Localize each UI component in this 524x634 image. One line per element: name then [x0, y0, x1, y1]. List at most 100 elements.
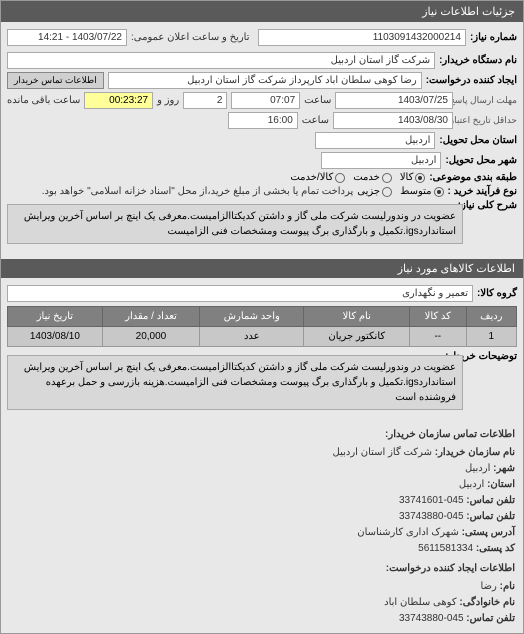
- delivery-deadline-label: حداقل تاریخ اعتبار پیشنهاد: تا تاریخ:: [457, 115, 517, 126]
- contact-line: استان: اردبیل: [9, 477, 515, 493]
- cell-name: کانکتور جریان: [304, 327, 410, 347]
- contact-header: اطلاعات تماس سازمان خریدار:: [9, 427, 515, 443]
- panel-title: جزئیات اطلاعات نیاز: [422, 6, 515, 18]
- state-value: اردبیل: [315, 132, 435, 149]
- announce-date-value: 1403/07/22 - 14:21: [7, 29, 127, 46]
- radio-icon: [382, 187, 392, 197]
- col-unit: واحد شمارش: [200, 307, 304, 327]
- cell-date: 1403/08/10: [8, 327, 103, 347]
- process-note: پرداخت تمام یا بخشی از مبلغ خرید،از محل …: [42, 186, 354, 197]
- requester-value: رضا کوهی سلطان اباد کارپرداز شرکت گاز اس…: [108, 72, 422, 89]
- city-label: شهر محل تحویل:: [445, 155, 517, 166]
- state-label: استان محل تحویل:: [439, 135, 517, 146]
- contact-fax-label: تلفن تماس:: [466, 511, 515, 522]
- contact-line: شهر: اردبیل: [9, 461, 515, 477]
- contact-city: اردبیل: [465, 463, 490, 474]
- contact-phone: 045-33741601: [399, 495, 464, 506]
- deadline-days: 2: [183, 92, 227, 109]
- post-addr: شهرک اداری کارشناسان: [357, 527, 459, 538]
- process-type-label: نوع فرآیند خرید :: [448, 186, 517, 197]
- radio-icon: [382, 173, 392, 183]
- goods-section: گروه کالا: تعمیر و نگهداری ردیف کد کالا …: [1, 278, 523, 421]
- post-code: 5611581334: [418, 543, 473, 554]
- device-name-label: نام دستگاه خریدار:: [439, 55, 517, 66]
- contact-info-button[interactable]: اطلاعات تماس خریدار: [7, 72, 104, 89]
- form-section: شماره نیاز: 1103091432000214 تاریخ و ساع…: [1, 22, 523, 255]
- contact-line: تلفن تماس: 045-33743880: [9, 611, 515, 627]
- creator-phone: 045-33743880: [399, 613, 464, 624]
- cell-unit: عدد: [200, 327, 304, 347]
- deadline-time: 07:07: [231, 92, 300, 109]
- goods-group-label: گروه کالا:: [477, 288, 517, 299]
- col-qty: تعداد / مقدار: [102, 307, 199, 327]
- creator-phone-label: تلفن تماس:: [466, 613, 515, 624]
- category-label: طبقه بندی موضوعی:: [429, 172, 517, 183]
- contact-line: نام خانوادگی: کوهی سلطان اباد: [9, 595, 515, 611]
- goods-group-value: تعمیر و نگهداری: [7, 285, 473, 302]
- col-code: کد کالا: [409, 307, 466, 327]
- deadline-days-label: روز و: [157, 95, 179, 106]
- cell-row: 1: [466, 327, 516, 347]
- category-option-service[interactable]: خدمت: [353, 172, 392, 183]
- deadline-remain-label: ساعت باقی مانده: [7, 95, 80, 106]
- first-name: رضا: [480, 581, 496, 592]
- deadline-time-label: ساعت: [304, 95, 331, 106]
- last-name-label: نام خانوادگی:: [459, 597, 515, 608]
- goods-table: ردیف کد کالا نام کالا واحد شمارش تعداد /…: [7, 306, 517, 347]
- contact-line: کد پستی: 5611581334: [9, 541, 515, 557]
- radio-icon: [335, 173, 345, 183]
- goods-section-header: اطلاعات کالاهای مورد نیاز: [1, 259, 523, 278]
- contact-line: نام: رضا: [9, 579, 515, 595]
- category-option-label: کالا: [400, 172, 414, 183]
- goods-header-title: اطلاعات کالاهای مورد نیاز: [398, 263, 515, 275]
- col-name: نام کالا: [304, 307, 410, 327]
- delivery-deadline-time: 16:00: [228, 112, 298, 129]
- cell-qty: 20,000: [102, 327, 199, 347]
- contact-fax: 045-33743880: [399, 511, 464, 522]
- category-option-goods[interactable]: کالا: [400, 172, 426, 183]
- need-details-panel: جزئیات اطلاعات نیاز شماره نیاز: 11030914…: [0, 0, 524, 634]
- category-radio-group: کالا خدمت کالا/خدمت: [290, 172, 425, 183]
- radio-icon: [434, 187, 444, 197]
- category-option-both[interactable]: کالا/خدمت: [290, 172, 345, 183]
- creator-header: اطلاعات ایجاد کننده درخواست:: [9, 561, 515, 577]
- category-option-label: کالا/خدمت: [290, 172, 333, 183]
- contact-province-label: استان:: [487, 479, 515, 490]
- contact-line: تلفن تماس: 045-33741601: [9, 493, 515, 509]
- contact-province: اردبیل: [459, 479, 484, 490]
- last-name: کوهی سلطان اباد: [384, 597, 456, 608]
- requester-label: ایجاد کننده درخواست:: [426, 75, 517, 86]
- deadline-label: مهلت ارسال پاسخ: تا تاریخ:: [457, 95, 517, 106]
- contact-phone-label: تلفن تماس:: [466, 495, 515, 506]
- radio-icon: [415, 173, 425, 183]
- table-row[interactable]: 1 -- کانکتور جریان عدد 20,000 1403/08/10: [8, 327, 517, 347]
- process-option-label: متوسط: [400, 186, 431, 197]
- buyer-desc-text: عضویت در وندورلیست شرکت ملی گاز و داشتن …: [7, 355, 463, 410]
- buyer-desc-label: توضیحات خریدار:: [467, 351, 517, 362]
- post-code-label: کد پستی:: [476, 543, 515, 554]
- contact-line: تلفن تماس: 045-33743880: [9, 509, 515, 525]
- city-value: اردبیل: [321, 152, 441, 169]
- delivery-deadline-time-label: ساعت: [302, 115, 329, 126]
- request-no-label: شماره نیاز:: [470, 32, 517, 43]
- org-name: شرکت گاز استان اردبیل: [333, 447, 432, 458]
- deadline-remain: 00:23:27: [84, 92, 153, 109]
- device-name-value: شرکت گاز استان اردبیل: [7, 52, 435, 69]
- org-name-label: نام سازمان خریدار:: [435, 447, 515, 458]
- process-option-minor[interactable]: جزیی: [357, 186, 392, 197]
- contact-line: آدرس پستی: شهرک اداری کارشناسان: [9, 525, 515, 541]
- delivery-deadline-date: 1403/08/30: [333, 112, 453, 129]
- contact-city-label: شهر:: [493, 463, 515, 474]
- contact-line: نام سازمان خریدار: شرکت گاز استان اردبیل: [9, 445, 515, 461]
- process-option-medium[interactable]: متوسط: [400, 186, 443, 197]
- main-desc-label: شرح کلی نیاز:: [467, 200, 517, 211]
- post-addr-label: آدرس پستی:: [462, 527, 515, 538]
- cell-code: --: [409, 327, 466, 347]
- table-header-row: ردیف کد کالا نام کالا واحد شمارش تعداد /…: [8, 307, 517, 327]
- col-row: ردیف: [466, 307, 516, 327]
- deadline-date: 1403/07/25: [335, 92, 453, 109]
- col-date: تاریخ نیاز: [8, 307, 103, 327]
- main-desc-text: عضویت در وندورلیست شرکت ملی گاز و داشتن …: [7, 204, 463, 244]
- process-option-label: جزیی: [357, 186, 380, 197]
- process-type-radio-group: متوسط جزیی: [357, 186, 443, 197]
